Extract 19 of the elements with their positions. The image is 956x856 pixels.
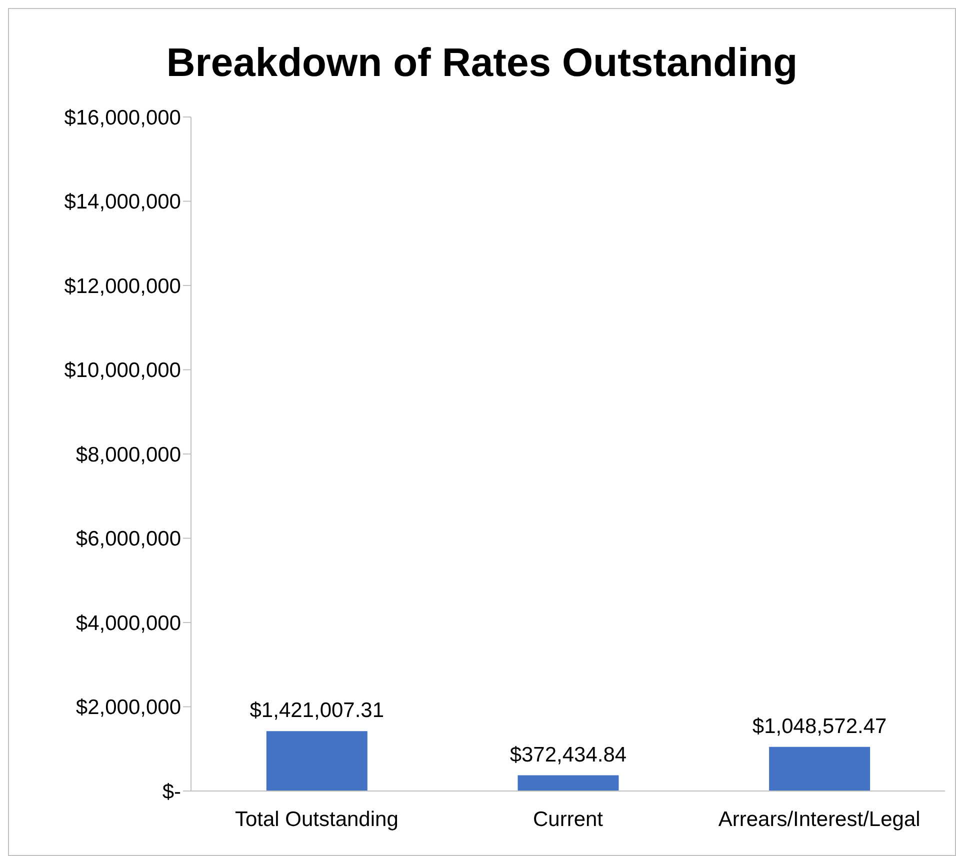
y-tick-label: $2,000,000 [76, 696, 181, 720]
bar [266, 731, 368, 791]
x-tick-label: Total Outstanding [234, 808, 398, 831]
bar [518, 775, 619, 791]
x-tick-label: Current [532, 808, 604, 831]
y-tick-label: $- [162, 780, 181, 804]
bar [769, 746, 870, 791]
chart-title: Breakdown of Rates Outstanding [165, 40, 799, 87]
y-tick-label: $6,000,000 [76, 528, 181, 551]
y-tick-label: $4,000,000 [76, 612, 181, 635]
x-tick-label: Arrears/Interest/Legal [718, 808, 920, 831]
y-tick-label: $16,000,000 [64, 106, 181, 130]
data-label: $1,048,572.47 [752, 714, 887, 738]
data-label: $372,434.84 [510, 743, 627, 766]
y-tick-label: $10,000,000 [64, 359, 181, 382]
y-tick-label: $8,000,000 [76, 443, 181, 466]
y-tick-label: $14,000,000 [64, 190, 181, 214]
y-tick-label: $12,000,000 [64, 274, 181, 298]
data-label: $1,421,007.31 [250, 699, 384, 722]
